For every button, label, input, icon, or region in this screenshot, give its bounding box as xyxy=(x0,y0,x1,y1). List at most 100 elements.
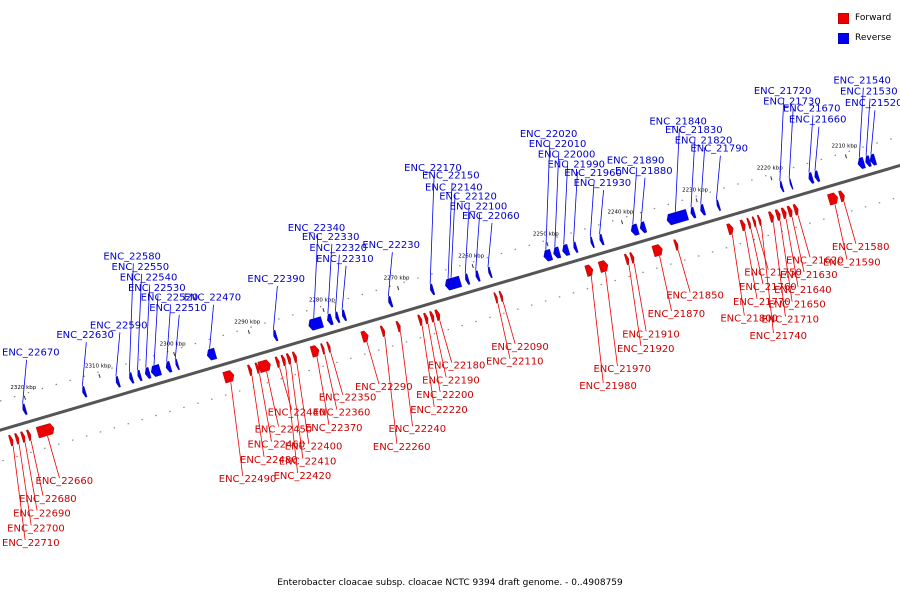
gene-arrow-enc-22470[interactable] xyxy=(206,347,218,361)
gene-arrow-enc-22590[interactable] xyxy=(115,376,121,388)
gene-label-enc-21670[interactable]: ENC_21670 xyxy=(783,103,841,114)
gene-arrow-enc-22540[interactable] xyxy=(144,367,152,379)
gene-label-enc-22670[interactable]: ENC_22670 xyxy=(2,348,60,359)
gene-arrow-enc-22240[interactable] xyxy=(395,320,401,333)
gene-arrow-enc-21730[interactable] xyxy=(789,178,794,190)
gene-arrow-enc-22060[interactable] xyxy=(487,266,493,279)
gene-arrow-enc-21850[interactable] xyxy=(673,239,679,251)
gene-label-enc-22460[interactable]: ENC_22460 xyxy=(247,440,305,451)
gene-label-enc-21720[interactable]: ENC_21720 xyxy=(754,86,812,97)
gene-label-enc-21850[interactable]: ENC_21850 xyxy=(666,291,724,302)
gene-arrow-enc-22680[interactable] xyxy=(26,429,32,442)
gene-label-enc-22350[interactable]: ENC_22350 xyxy=(319,393,377,404)
gene-arrow-enc-22420[interactable] xyxy=(280,354,286,367)
gene-arrow-enc-22690[interactable] xyxy=(20,431,26,443)
gene-arrow-enc-22220[interactable] xyxy=(417,314,423,327)
gene-label-enc-22400[interactable]: ENC_22400 xyxy=(285,442,343,453)
gene-label-enc-22240[interactable]: ENC_22240 xyxy=(389,424,447,435)
gene-arrow-enc-21990[interactable] xyxy=(573,241,579,253)
gene-label-enc-22200[interactable]: ENC_22200 xyxy=(416,390,474,401)
gene-arrow-enc-22200[interactable] xyxy=(423,312,429,325)
gene-arrow-enc-22390[interactable] xyxy=(273,329,279,342)
gene-label-enc-21520[interactable]: ENC_21520 xyxy=(845,98,900,109)
gene-label-enc-22190[interactable]: ENC_22190 xyxy=(422,375,480,386)
gene-arrow-enc-21880[interactable] xyxy=(639,221,648,234)
gene-label-enc-22520[interactable]: ENC_22520 xyxy=(141,292,199,303)
gene-arrow-enc-21910[interactable] xyxy=(629,252,635,264)
gene-label-enc-22580[interactable]: ENC_22580 xyxy=(103,251,161,262)
gene-arrow-enc-22310[interactable] xyxy=(341,309,348,322)
gene-label-enc-22060[interactable]: ENC_22060 xyxy=(462,211,520,222)
gene-label-enc-22170[interactable]: ENC_22170 xyxy=(404,163,462,174)
gene-arrow-enc-21920[interactable] xyxy=(623,253,629,266)
gene-label-enc-21840[interactable]: ENC_21840 xyxy=(649,117,707,128)
gene-label-enc-22680[interactable]: ENC_22680 xyxy=(19,494,77,505)
gene-label-enc-22590[interactable]: ENC_22590 xyxy=(90,320,148,331)
gene-arrow-enc-22100[interactable] xyxy=(475,270,481,282)
gene-arrow-enc-22400[interactable] xyxy=(291,351,297,363)
gene-arrow-enc-22630[interactable] xyxy=(82,385,88,398)
gene-label-enc-22000[interactable]: ENC_22000 xyxy=(538,150,596,161)
gene-label-enc-22220[interactable]: ENC_22220 xyxy=(410,405,468,416)
gene-label-enc-22340[interactable]: ENC_22340 xyxy=(288,223,346,234)
gene-arrow-enc-21770[interactable] xyxy=(739,219,746,232)
gene-arrow-enc-21590[interactable] xyxy=(827,192,839,206)
gene-label-enc-21530[interactable]: ENC_21530 xyxy=(840,87,898,98)
gene-arrow-enc-21820[interactable] xyxy=(700,203,707,216)
gene-label-enc-22020[interactable]: ENC_22020 xyxy=(520,129,578,140)
gene-arrow-enc-22190[interactable] xyxy=(429,311,435,323)
gene-label-enc-22370[interactable]: ENC_22370 xyxy=(305,423,363,434)
gene-arrow-enc-22350[interactable] xyxy=(326,341,331,353)
gene-label-enc-22390[interactable]: ENC_22390 xyxy=(247,274,305,285)
gene-arrow-enc-22180[interactable] xyxy=(434,309,441,321)
gene-label-enc-22290[interactable]: ENC_22290 xyxy=(355,382,413,393)
gene-arrow-enc-22290[interactable] xyxy=(360,330,369,343)
gene-arrow-enc-21540[interactable] xyxy=(857,156,866,170)
gene-label-enc-21820[interactable]: ENC_21820 xyxy=(675,135,733,146)
gene-arrow-enc-21580[interactable] xyxy=(838,190,845,203)
gene-arrow-enc-22090[interactable] xyxy=(498,290,504,303)
gene-arrow-enc-21710[interactable] xyxy=(768,211,774,223)
gene-arrow-enc-21870[interactable] xyxy=(651,244,663,258)
gene-arrow-enc-22660[interactable] xyxy=(35,423,55,439)
gene-arrow-enc-21930[interactable] xyxy=(599,233,605,246)
gene-label-enc-21540[interactable]: ENC_21540 xyxy=(833,76,891,87)
gene-label-enc-22450[interactable]: ENC_22450 xyxy=(255,425,313,436)
gene-label-enc-22320[interactable]: ENC_22320 xyxy=(309,243,367,254)
gene-arrow-enc-22120[interactable] xyxy=(465,273,471,285)
gene-label-enc-22490[interactable]: ENC_22490 xyxy=(219,474,277,485)
gene-label-enc-22090[interactable]: ENC_22090 xyxy=(491,342,549,353)
gene-label-enc-21730[interactable]: ENC_21730 xyxy=(763,96,821,107)
gene-label-enc-22230[interactable]: ENC_22230 xyxy=(362,240,420,251)
gene-label-enc-21960[interactable]: ENC_21960 xyxy=(564,168,622,179)
gene-label-enc-22660[interactable]: ENC_22660 xyxy=(36,476,94,487)
gene-arrow-enc-22360[interactable] xyxy=(320,343,325,355)
gene-arrow-enc-22480[interactable] xyxy=(247,364,253,377)
gene-label-enc-22100[interactable]: ENC_22100 xyxy=(450,201,508,212)
gene-arrow-enc-21620[interactable] xyxy=(792,203,799,216)
gene-label-enc-22700[interactable]: ENC_22700 xyxy=(7,523,65,534)
gene-arrow-enc-22010[interactable] xyxy=(553,246,562,259)
gene-arrow-enc-22150[interactable] xyxy=(447,278,454,290)
gene-label-enc-22330[interactable]: ENC_22330 xyxy=(302,232,360,243)
gene-arrow-enc-21750[interactable] xyxy=(751,216,757,228)
gene-arrow-enc-21980[interactable] xyxy=(584,264,594,277)
gene-arrow-enc-22170[interactable] xyxy=(430,283,436,296)
gene-label-enc-22140[interactable]: ENC_22140 xyxy=(425,183,483,194)
gene-label-enc-21590[interactable]: ENC_21590 xyxy=(823,257,881,268)
gene-arrow-enc-21890[interactable] xyxy=(630,223,640,236)
gene-label-enc-21620[interactable]: ENC_21620 xyxy=(786,255,844,266)
gene-arrow-enc-22110[interactable] xyxy=(493,292,499,304)
gene-label-enc-21800[interactable]: ENC_21800 xyxy=(720,314,778,325)
gene-arrow-enc-22440[interactable] xyxy=(274,356,280,368)
gene-arrow-enc-21970[interactable] xyxy=(597,260,609,273)
gene-arrow-enc-22490[interactable] xyxy=(222,370,235,384)
gene-arrow-enc-22450[interactable] xyxy=(257,359,271,374)
gene-arrow-enc-21640[interactable] xyxy=(780,207,787,220)
gene-arrow-enc-21840[interactable] xyxy=(666,209,689,226)
gene-label-enc-22180[interactable]: ENC_22180 xyxy=(428,361,486,372)
gene-label-enc-22540[interactable]: ENC_22540 xyxy=(120,273,178,284)
gene-arrow-enc-22670[interactable] xyxy=(22,403,28,416)
gene-arrow-enc-22460[interactable] xyxy=(254,362,260,374)
gene-label-enc-22010[interactable]: ENC_22010 xyxy=(529,139,587,150)
